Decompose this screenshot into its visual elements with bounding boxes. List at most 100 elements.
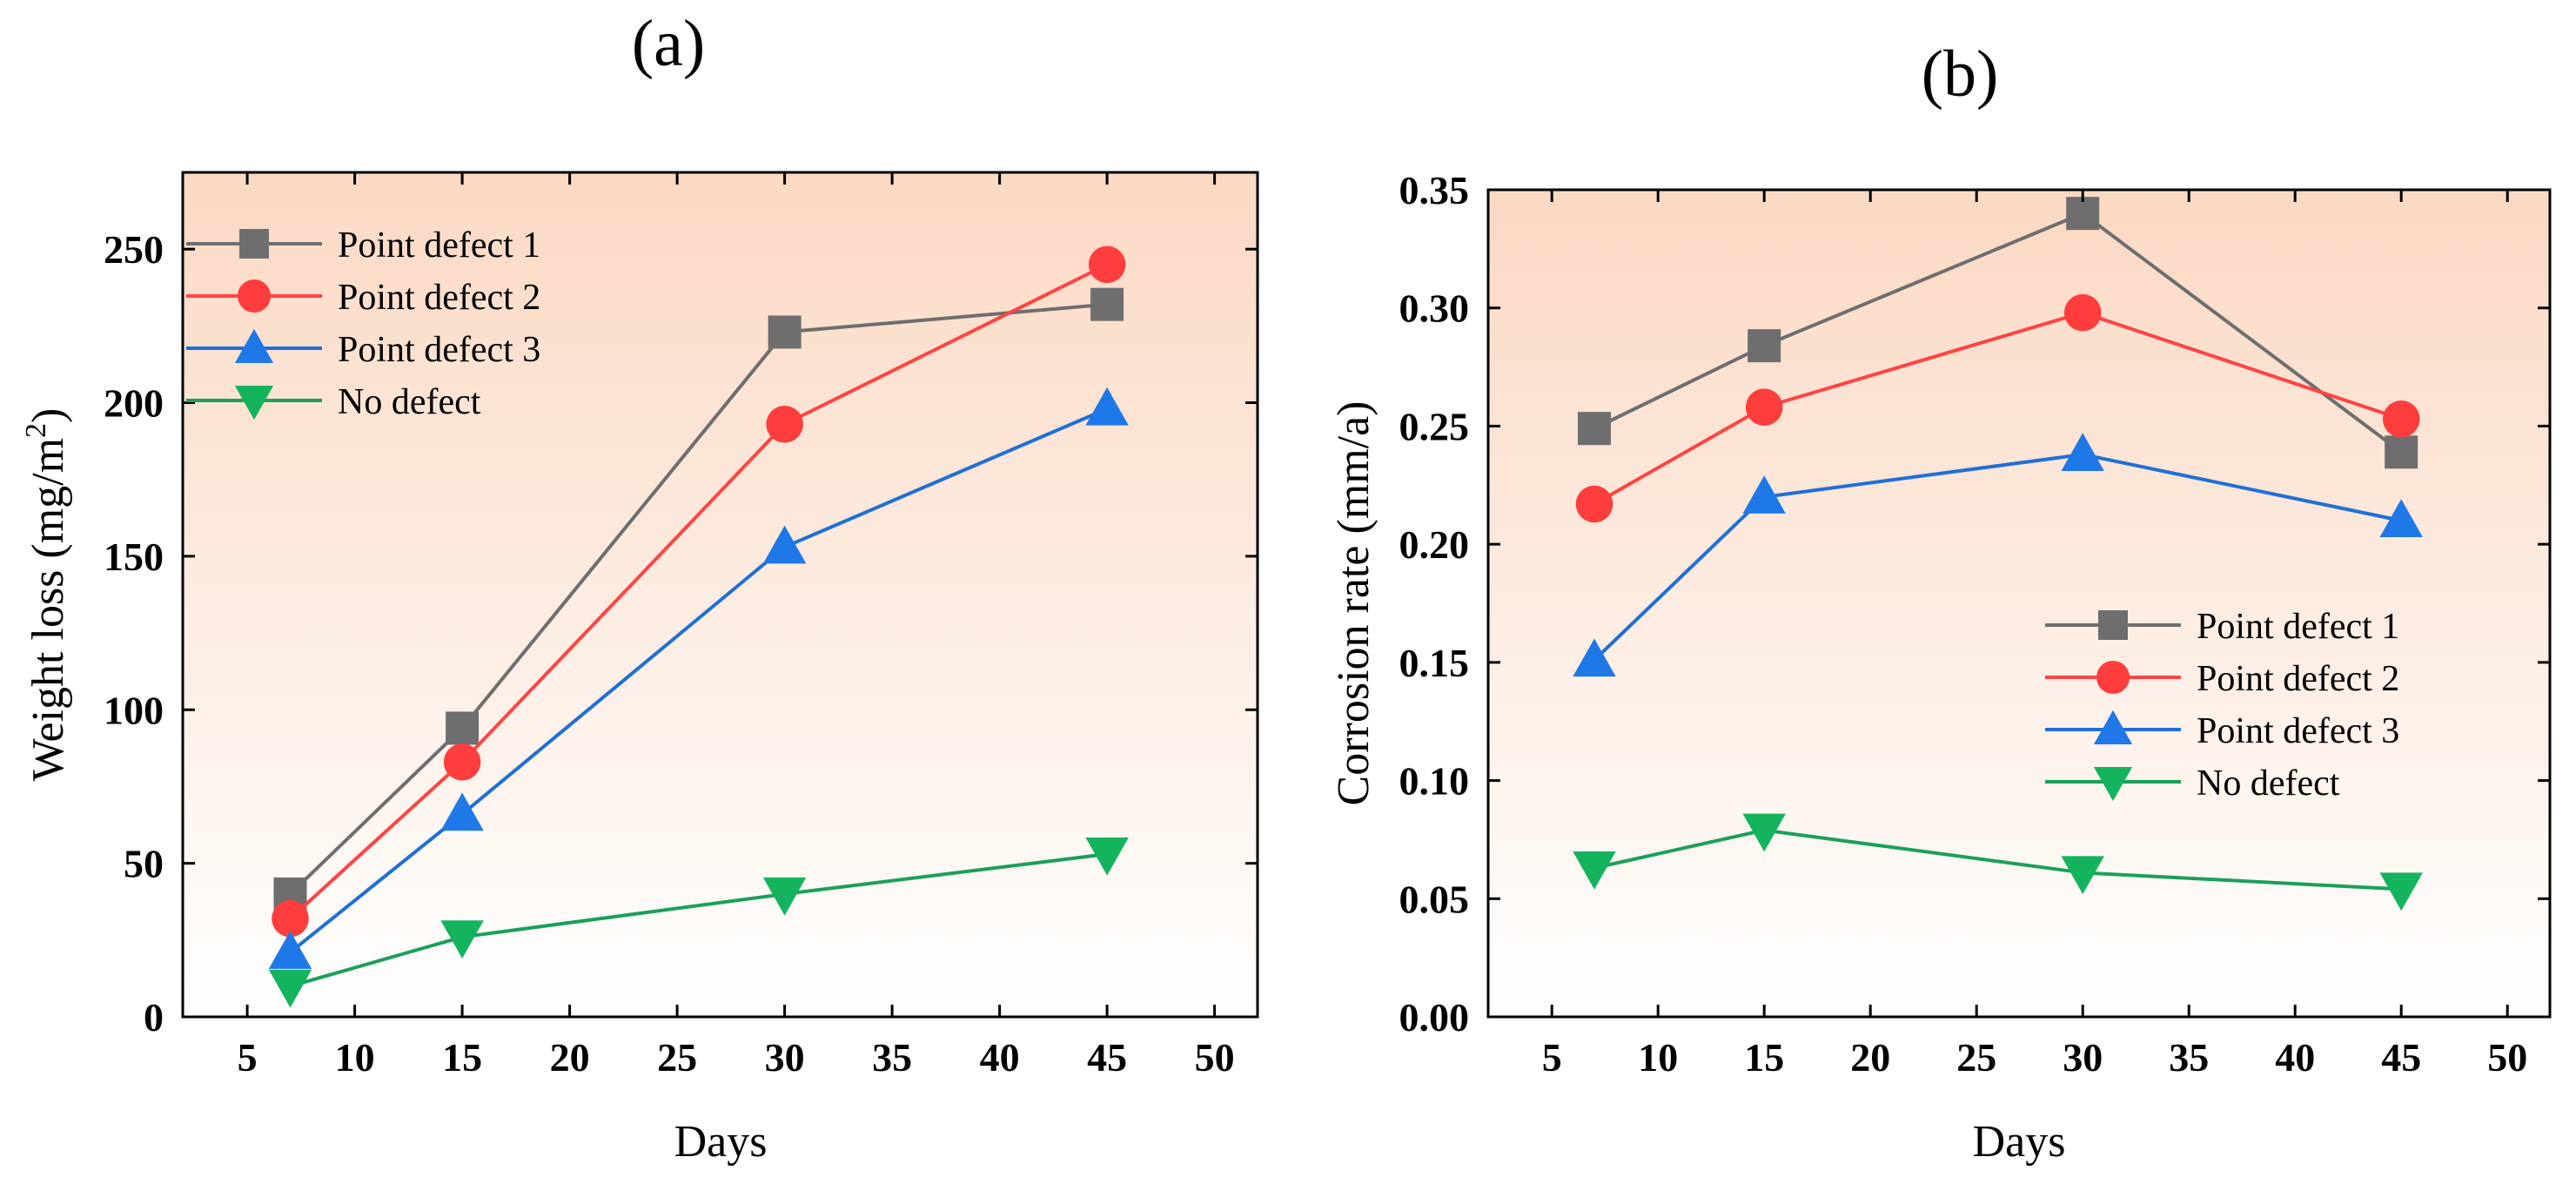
legend-item-b-3: No defect [2045,764,2340,804]
series-b-1 [1575,293,2420,523]
y-axis-title-a-main: Weight loss (mg/m [23,438,73,781]
point-b-1-0 [1575,485,1613,523]
x-tick-label-b-1: 10 [1638,1035,1678,1080]
point-a-1-1 [443,743,481,781]
x-tick-label-a-4: 25 [657,1035,697,1080]
point-b-0-0 [1578,412,1611,446]
legend-label-b-3: No defect [2197,764,2340,804]
x-tick-label-a-5: 30 [765,1035,805,1080]
legend-item-a-1: Point defect 2 [186,278,540,318]
legend-item-a-0: Point defect 1 [186,225,540,266]
axis-frame-a [181,171,1259,1019]
series-a-1 [272,246,1126,938]
point-a-2-0 [268,931,312,969]
legend-label-b-1: Point defect 2 [2197,659,2399,699]
panel-label-b: (b) [1922,37,1999,111]
point-b-0-1 [1748,329,1781,363]
legend-item-a-3: No defect [186,382,481,422]
chart-a: (a) 5 10 15 20 25 30 35 40 45 50 0 50 100 150 200 250 D… [20,7,1259,1167]
y-tick-label-a-0: 0 [144,995,164,1039]
x-tick-label-a-0: 5 [238,1035,258,1080]
x-tick-label-a-9: 50 [1195,1035,1235,1080]
y-tick-label-a-5: 250 [104,227,164,272]
series-a-0 [273,287,1124,911]
series-line-a-3 [289,852,1108,988]
point-b-0-3 [2385,435,2418,469]
x-tick-label-b-7: 40 [2275,1035,2315,1080]
y-tick-label-a-1: 50 [124,842,164,886]
legend-marker-b-1 [2096,660,2130,695]
legend-item-b-2: Point defect 3 [2045,710,2399,751]
point-a-2-1 [440,792,484,831]
x-tick-label-b-0: 5 [1542,1035,1562,1080]
y-tick-label-a-3: 150 [104,535,164,579]
point-a-3-0 [268,969,312,1008]
point-a-2-2 [762,525,807,564]
point-b-1-1 [1745,388,1783,426]
y-tick-label-b-6: 0.30 [1399,286,1470,331]
series-line-a-2 [289,407,1108,954]
x-tick-label-a-1: 10 [335,1035,375,1080]
series-line-b-1 [1593,311,2402,506]
y-axis-title-a: Weight loss (mg/m2) [20,408,73,782]
point-a-3-3 [1085,838,1129,876]
series-line-b-2 [1593,452,2402,662]
x-tick-label-a-2: 15 [442,1035,482,1080]
legend-marker-a-1 [237,279,272,313]
x-axis-title-b: Days [1973,1117,2066,1167]
point-b-3-3 [2379,872,2423,912]
x-tick-label-b-3: 20 [1850,1035,1890,1080]
x-axis-title-a: Days [674,1117,768,1167]
point-a-0-2 [768,315,802,349]
x-tick-label-b-5: 30 [2063,1035,2103,1080]
series-line-a-0 [289,302,1108,896]
legend-label-b-0: Point defect 1 [2197,607,2399,647]
axis-frame-b [1486,188,2552,1019]
y-tick-label-b-0: 0.00 [1399,995,1470,1039]
point-b-2-3 [2379,499,2423,537]
point-b-2-0 [1573,638,1616,677]
series-a-3 [268,838,1129,1008]
series-line-a-1 [289,263,1108,920]
point-a-2-3 [1085,387,1129,426]
y-tick-label-b-5: 0.25 [1399,404,1470,448]
x-tick-label-a-7: 40 [980,1035,1020,1080]
x-tick-label-b-4: 25 [1956,1035,1996,1080]
legend-item-b-1: Point defect 2 [2045,659,2399,699]
legend-b: Point defect 1 Point defect 2 Point defect… [2045,607,2399,804]
x-tick-label-a-3: 20 [550,1035,590,1080]
panel-label-a: (a) [632,7,705,80]
point-b-1-3 [2382,400,2420,438]
y-tick-label-b-1: 0.05 [1399,877,1470,921]
point-a-0-1 [446,711,480,745]
y-axis-title-a-sup: 2 [20,423,52,438]
y-axis-title-b: Corrosion rate (mm/a) [1329,401,1379,806]
point-b-3-1 [1742,813,1786,852]
y-axis-title-a-close: ) [23,408,73,423]
point-b-2-2 [2061,433,2104,471]
series-a-2 [268,387,1129,969]
x-tick-label-a-6: 35 [872,1035,912,1080]
point-a-1-3 [1088,246,1126,284]
y-tick-label-b-7: 0.35 [1399,168,1470,212]
point-a-3-2 [762,877,807,916]
series-b-2 [1573,433,2423,677]
x-tick-label-b-8: 45 [2381,1035,2421,1080]
legend-item-b-0: Point defect 1 [2045,607,2399,647]
point-b-0-2 [2066,197,2100,231]
plot-area-a [183,172,1258,1017]
point-a-0-3 [1090,287,1124,321]
point-a-1-2 [766,405,803,443]
series-line-b-0 [1593,211,2403,454]
legend-label-a-3: No defect [338,382,481,422]
point-b-3-0 [1573,851,1616,890]
legend-marker-a-0 [239,229,269,259]
point-b-2-1 [1742,475,1786,514]
legend-marker-a-2 [234,328,274,363]
point-a-1-0 [272,899,309,938]
legend-marker-a-3 [234,386,274,420]
x-tick-label-b-2: 15 [1744,1035,1784,1080]
y-tick-label-a-4: 200 [104,381,164,426]
legend-label-a-0: Point defect 1 [338,225,540,266]
